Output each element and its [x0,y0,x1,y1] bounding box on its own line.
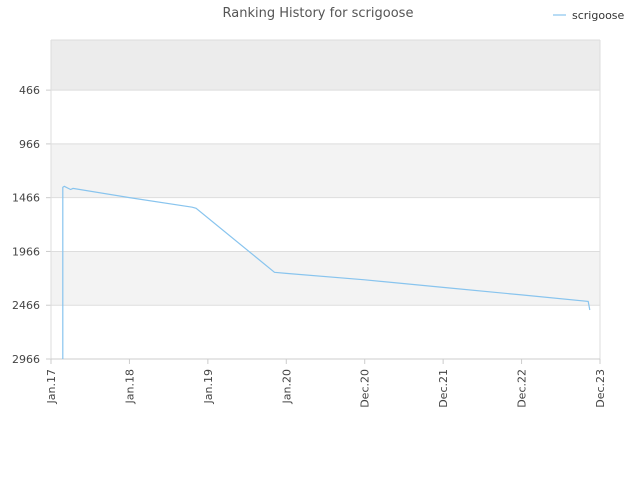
x-tick-label: Jan.20 [280,369,293,404]
x-tick-label: Dec.21 [437,369,450,408]
x-tick-label: Dec.20 [359,369,372,408]
chart-title: Ranking History for scrigoose [223,6,414,21]
y-tick-label: 1966 [12,245,40,258]
x-tick-label: Dec.22 [516,369,529,408]
x-tick-label: Jan.19 [202,369,215,404]
x-tick-label: Jan.17 [45,369,58,404]
y-tick-label: 2466 [12,299,40,312]
y-tick-label: 466 [19,84,40,97]
grid-lines [46,39,601,360]
legend-label: scrigoose [572,9,625,22]
y-tick-label: 2966 [12,353,40,366]
background-band [51,90,600,144]
background-band [51,251,600,306]
y-tick-label: 1466 [12,192,40,205]
series-line-scrigoose [62,185,591,359]
background-band [51,197,600,252]
legend: scrigoose [553,9,625,22]
background-bands [51,40,600,359]
x-tick-label: Jan.18 [123,369,136,404]
y-axis-ticks: 466 966 1466 1966 2466 2966 [12,84,40,366]
background-band [51,305,600,359]
series-layer [62,185,591,359]
background-band [51,40,600,91]
x-tick-label: Dec.23 [594,369,607,408]
x-axis-ticks: Jan.17 Jan.18 Jan.19 Jan.20 Dec.20 Dec.21 Dec.… [45,359,607,408]
y-tick-label: 966 [19,138,40,151]
background-band [51,143,600,198]
